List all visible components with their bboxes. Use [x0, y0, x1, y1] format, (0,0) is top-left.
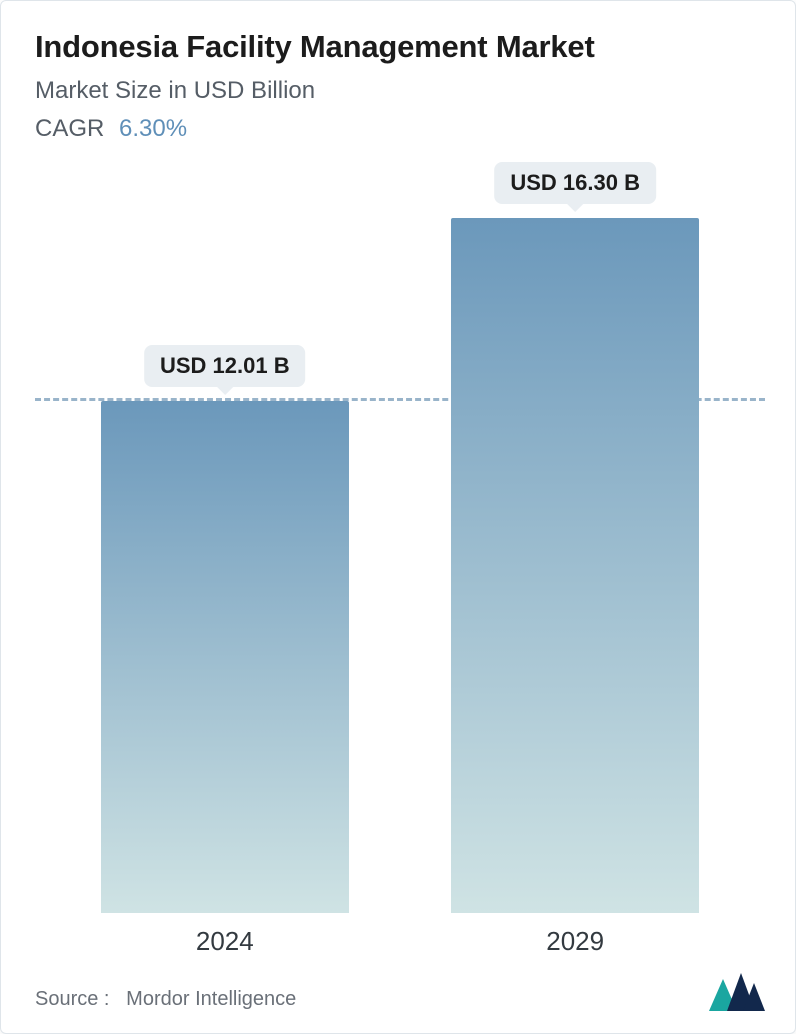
value-label-2024: USD 12.01 B — [144, 345, 306, 387]
source-name: Mordor Intelligence — [126, 988, 296, 1010]
cagr-row: CAGR 6.30% — [35, 115, 765, 143]
mordor-logo-icon — [709, 971, 765, 1011]
bar-2029 — [451, 218, 699, 913]
chart-plot-area: USD 12.01 B2024USD 16.30 B2029 — [35, 211, 765, 913]
chart-footer: Source : Mordor Intelligence — [35, 971, 765, 1011]
source-text: Source : Mordor Intelligence — [35, 988, 296, 1011]
source-label: Source : — [35, 988, 109, 1010]
chart-card: Indonesia Facility Management Market Mar… — [0, 0, 796, 1034]
x-axis-label-2029: 2029 — [451, 926, 699, 957]
chart-subtitle: Market Size in USD Billion — [35, 77, 765, 105]
cagr-value: 6.30% — [119, 115, 187, 142]
bar-2024 — [101, 401, 349, 913]
value-label-2029: USD 16.30 B — [494, 162, 656, 204]
x-axis-label-2024: 2024 — [101, 926, 349, 957]
cagr-label: CAGR — [35, 115, 104, 142]
chart-title: Indonesia Facility Management Market — [35, 29, 765, 65]
